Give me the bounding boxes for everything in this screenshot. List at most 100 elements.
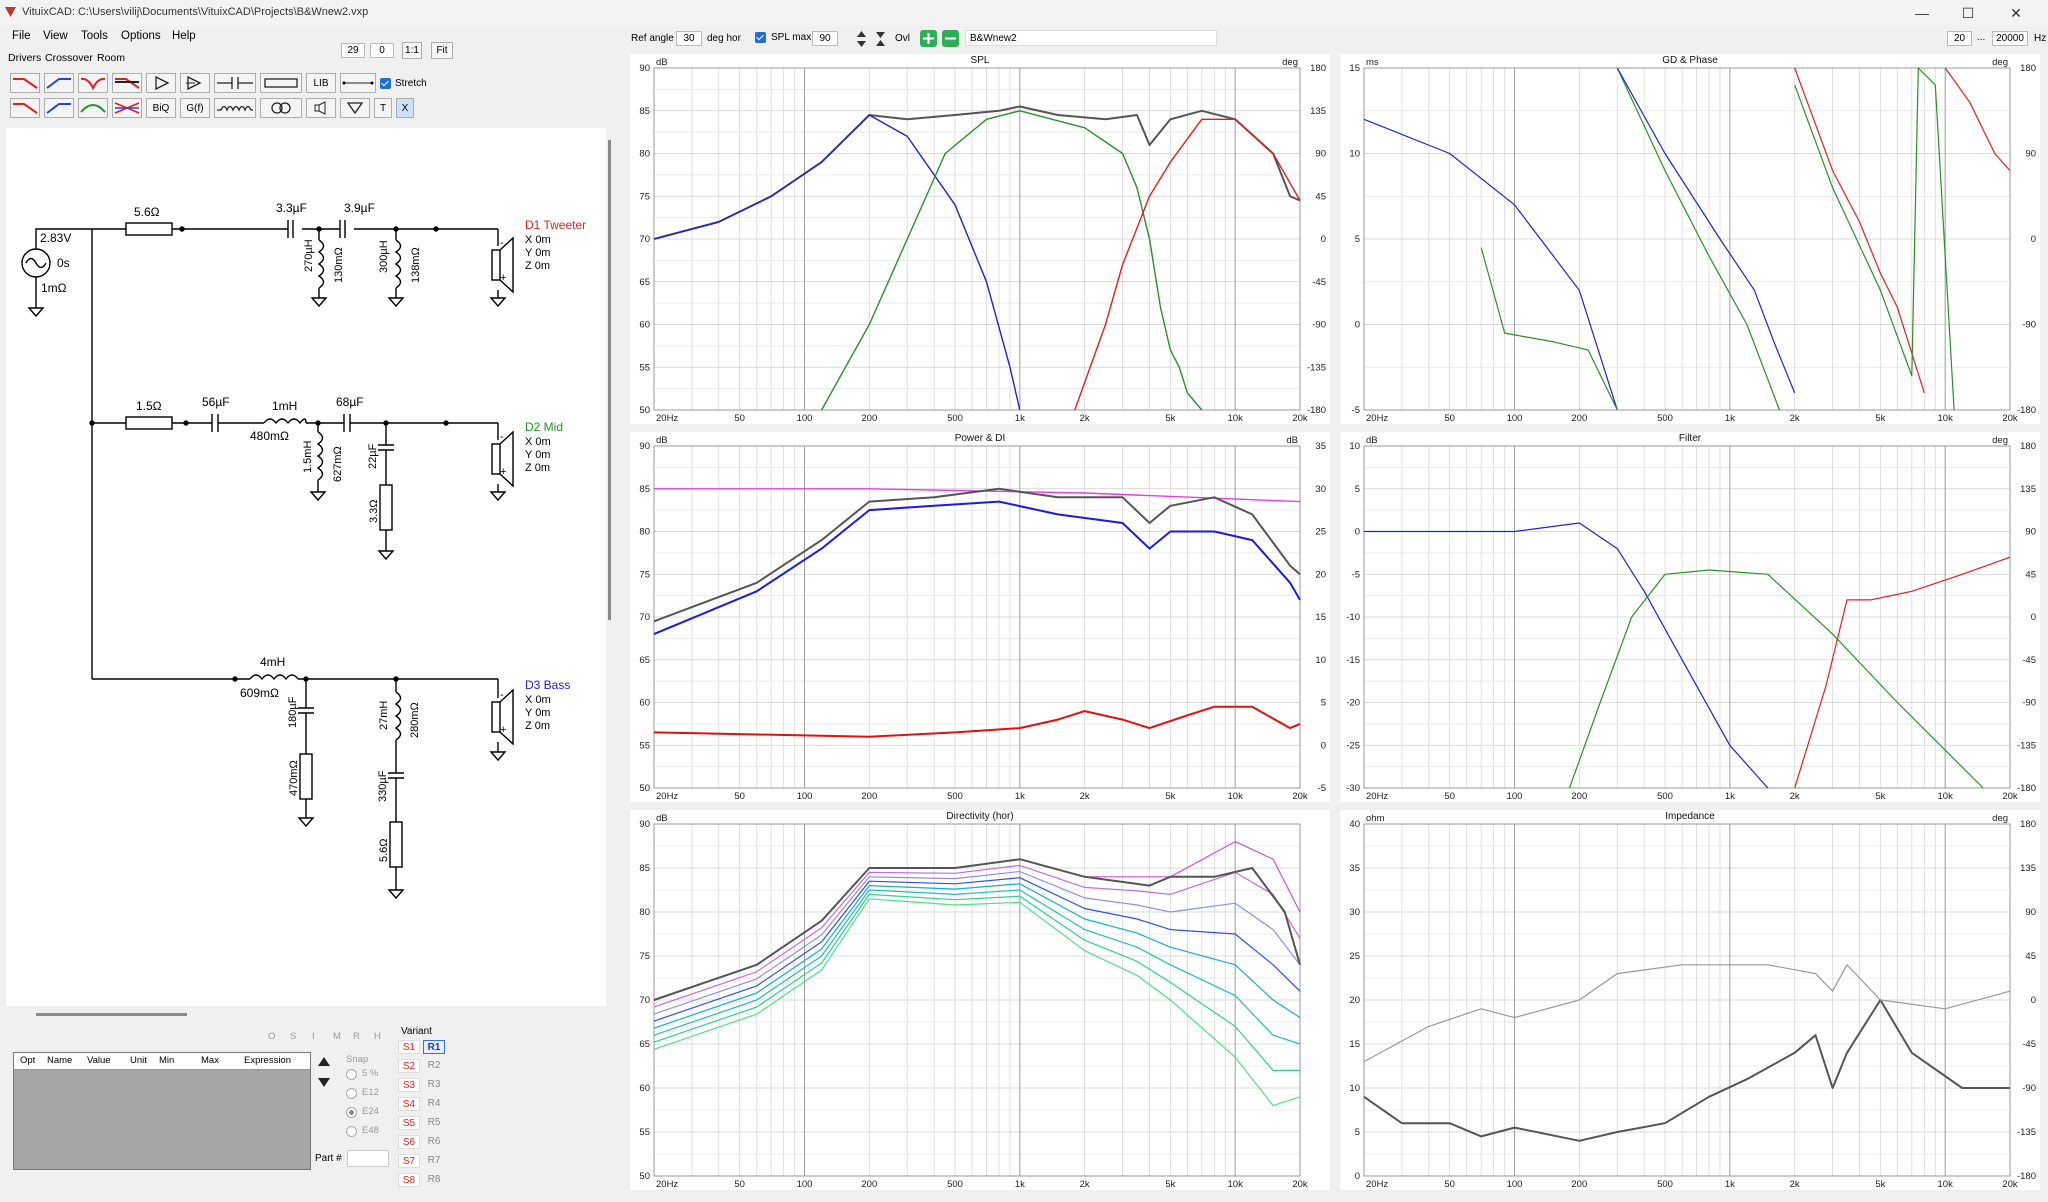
text-tool[interactable]: T (374, 98, 392, 118)
move-rows-arrows[interactable] (317, 1055, 331, 1091)
highpass-red-tool[interactable] (10, 73, 40, 93)
mode-h[interactable]: H (374, 1031, 381, 1042)
variant-r6[interactable]: R6 (427, 1136, 441, 1147)
menu-help[interactable]: Help (172, 30, 196, 42)
zoom-fit-button[interactable]: Fit (431, 42, 453, 59)
notch-tool[interactable] (78, 73, 108, 93)
impedance-chart[interactable]: 20Hz 50 100 200 500 1k 2k 5k 10k 20k 40 35 30 25 20 15 1… (1340, 810, 2040, 1190)
spl-max-input[interactable]: 90 (812, 31, 838, 46)
parameters-table[interactable]: Opt Name Value Unit Min Max Expression (13, 1052, 311, 1170)
schematic-canvas[interactable]: 2.83V 0s 1mΩ 5.6Ω 3.3µF 3.9µF 270µH 130m… (6, 128, 606, 1006)
snap-radio-e12[interactable] (346, 1088, 357, 1099)
gd-chart-plot[interactable]: 20Hz 50 100 200 500 1k 2k 5k 10k 20k151050-518090… (1340, 54, 2040, 424)
power-chart-plot[interactable]: 20Hz 50 100 200 500 1k 2k 5k 10k 20k9085807570656… (630, 432, 1330, 802)
transformer-tool[interactable] (260, 98, 302, 118)
buffer-tool[interactable] (146, 73, 176, 93)
gain-tool[interactable] (180, 73, 210, 93)
gd-chart[interactable]: 20Hz 50 100 200 500 1k 2k 5k 10k 20k 15 10 5 0 -5 180 90… (1340, 54, 2040, 424)
menu-view[interactable]: View (43, 30, 68, 42)
resistor-tool[interactable] (260, 73, 302, 93)
allpass-tool[interactable] (112, 98, 142, 118)
tab-crossover[interactable]: Crossover (45, 52, 93, 64)
tweeter-branch[interactable]: 5.6Ω 3.3µF 3.9µF 270µH 130mΩ 300µH 138mΩ… (92, 201, 586, 308)
driver-tool[interactable] (306, 98, 336, 118)
tab-drivers[interactable]: Drivers (8, 52, 42, 64)
variant-r5[interactable]: R5 (427, 1117, 441, 1128)
power-chart[interactable]: 20Hz 50 100 200 500 1k 2k 5k 10k 20k 90 85 80 75 70 65 6… (630, 432, 1330, 802)
mid-branch[interactable]: 1.5Ω 56µF 1mH 480mΩ 68µF 1.5mH 627mΩ 22µ… (92, 395, 563, 561)
menu-tools[interactable]: Tools (81, 30, 108, 42)
mid-z: Z 0m (525, 462, 550, 474)
transfer-function-button[interactable]: G(f) (180, 98, 210, 118)
crossfade-tool[interactable] (112, 73, 142, 93)
highpass-2-tool[interactable] (10, 98, 40, 118)
variant-r8[interactable]: R8 (427, 1174, 441, 1185)
library-button[interactable]: LIB (306, 73, 336, 93)
x-tool[interactable]: X (396, 98, 414, 118)
directivity-chart[interactable]: 20Hz 50 100 200 500 1k 2k 5k 10k 20k 90 85 80 75 70 65 6… (630, 810, 1330, 1190)
remove-variant-icon[interactable] (942, 30, 959, 47)
variant-r3[interactable]: R3 (427, 1079, 441, 1090)
move-down-icon[interactable] (318, 1078, 330, 1087)
move-up-icon[interactable] (318, 1057, 330, 1066)
stretch-checkbox[interactable] (380, 78, 391, 89)
variant-s3[interactable]: S3 (398, 1078, 420, 1092)
bass-branch[interactable]: 4mH 609mΩ 180µF 470mΩ 27mH 280mΩ 330µF 5… (92, 655, 570, 900)
zoom-value-2[interactable]: 0 (370, 43, 394, 58)
schematic-horizontal-scrollbar[interactable] (36, 1013, 187, 1016)
variant-name-input[interactable]: B&Wnew2 (965, 30, 1217, 46)
biquad-button[interactable]: BiQ (146, 98, 176, 118)
ground-tool[interactable] (340, 98, 370, 118)
mode-o[interactable]: O (268, 1031, 276, 1042)
spl-expand-icon[interactable] (874, 30, 887, 48)
snap-radio-e48[interactable] (346, 1126, 357, 1137)
impedance-chart-plot[interactable]: 20Hz 50 100 200 500 1k 2k 5k 10k 20k4035302520151… (1340, 810, 2040, 1190)
variant-r7[interactable]: R7 (427, 1155, 441, 1166)
add-variant-icon[interactable] (920, 30, 937, 47)
spl-chart-plot[interactable]: 20Hz 50 100 200 500 1k 2k 5k 10k 20k9085807570656… (630, 54, 1330, 424)
snap-radio-e24[interactable] (346, 1107, 357, 1118)
variant-s4[interactable]: S4 (398, 1097, 420, 1111)
filter-chart[interactable]: 20Hz 50 100 200 500 1k 2k 5k 10k 20k 10 5 0 -5 -10 -15-… (1340, 432, 2040, 802)
variant-s1[interactable]: S1 (398, 1040, 420, 1054)
variant-r4[interactable]: R4 (427, 1098, 441, 1109)
variant-r1[interactable]: R1 (423, 1040, 445, 1054)
filter-chart-plot[interactable]: 20Hz 50 100 200 500 1k 2k 5k 10k 20k1050-5-10-15-… (1340, 432, 2040, 802)
menu-options[interactable]: Options (121, 30, 161, 42)
tab-room[interactable]: Room (97, 52, 126, 64)
freq-min-input[interactable]: 20 (1947, 31, 1972, 46)
minimize-button[interactable]: — (1915, 5, 1929, 21)
inductor-tool[interactable] (214, 98, 256, 118)
variant-s8[interactable]: S8 (398, 1173, 420, 1187)
zoom-1to1-button[interactable]: 1:1 (402, 42, 422, 59)
variant-s5[interactable]: S5 (398, 1116, 420, 1130)
wire-tool[interactable] (340, 73, 376, 93)
variant-s6[interactable]: S6 (398, 1135, 420, 1149)
lowpass-2-tool[interactable] (44, 98, 74, 118)
crossover-schematic[interactable]: 2.83V 0s 1mΩ 5.6Ω 3.3µF 3.9µF 270µH 130m… (6, 128, 606, 1006)
snap-radio-5pct[interactable] (346, 1069, 357, 1080)
capacitor-tool[interactable] (214, 73, 256, 93)
menu-file[interactable]: File (12, 30, 31, 42)
freq-max-input[interactable]: 20000 (1992, 31, 2028, 46)
highpass-blue-tool[interactable] (44, 73, 74, 93)
schematic-vertical-scrollbar[interactable] (608, 140, 611, 620)
directivity-chart-plot[interactable]: 20Hz 50 100 200 500 1k 2k 5k 10k 20k 90 85 80 75 70 65 6… (630, 810, 1330, 1190)
spl-updown-icon[interactable] (855, 30, 868, 48)
peak-tool[interactable] (78, 98, 108, 118)
mode-m[interactable]: M (333, 1031, 341, 1042)
mode-r[interactable]: R (353, 1031, 360, 1042)
part-number-input[interactable] (347, 1150, 389, 1167)
close-button[interactable]: ✕ (2010, 5, 2022, 21)
zoom-value-1[interactable]: 29 (341, 43, 365, 58)
mode-s[interactable]: S (290, 1031, 297, 1042)
maximize-button[interactable]: ☐ (1961, 5, 1975, 21)
variant-s2[interactable]: S2 (398, 1059, 420, 1073)
voltage-source[interactable]: 2.83V 0s 1mΩ (21, 228, 92, 318)
mode-i[interactable]: I (312, 1031, 315, 1042)
spl-max-checkbox[interactable] (755, 32, 766, 43)
variant-r2[interactable]: R2 (427, 1060, 441, 1071)
ref-angle-input[interactable]: 30 (676, 31, 702, 46)
variant-s7[interactable]: S7 (398, 1154, 420, 1168)
spl-chart[interactable]: 20Hz 50 100 200 500 1k 2k 5k 10k 20k 90 85 80 75 70 65 6… (630, 54, 1330, 424)
